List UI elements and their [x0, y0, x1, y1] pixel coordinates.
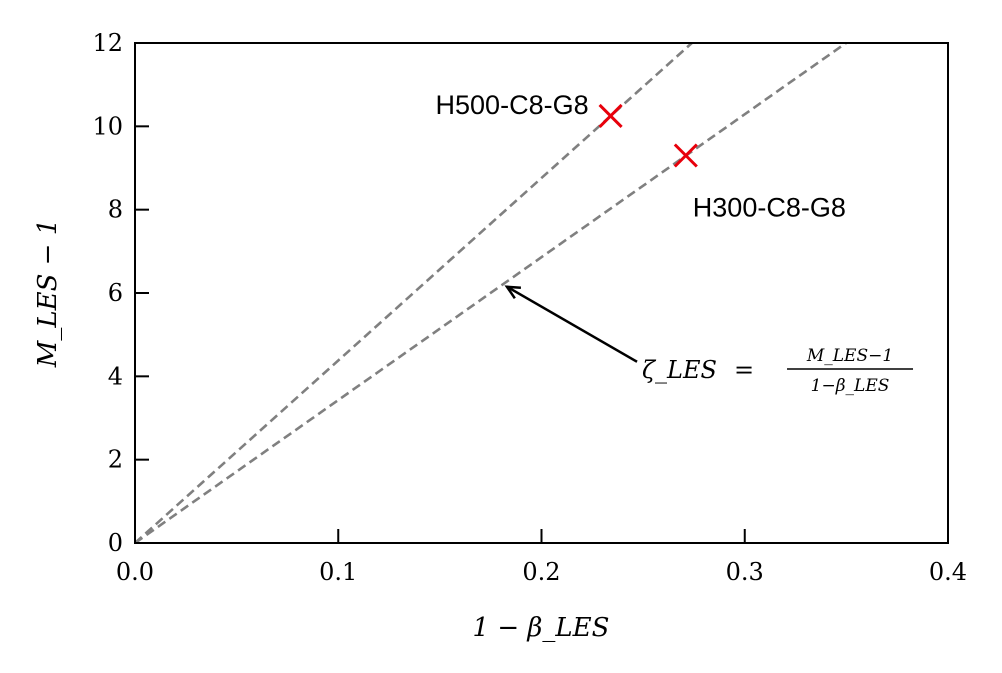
y-tick-label: 0: [108, 529, 123, 557]
annotation-arrowhead: [504, 285, 522, 300]
x-tick-label: 0.4: [929, 558, 967, 586]
point-label: H500-C8-G8: [436, 90, 589, 120]
x-axis: 0.0 0.1 0.2 0.3 0.4: [116, 529, 967, 586]
data-point: H500-C8-G8: [436, 90, 623, 128]
y-tick-label: 4: [108, 362, 123, 390]
marker-stroke: [673, 143, 698, 168]
y-tick-label: 2: [108, 446, 123, 474]
annotation-arrow: [506, 285, 638, 363]
y-tick-label: 6: [108, 279, 123, 307]
x-tick-label: 0.3: [726, 558, 764, 586]
marker-stroke: [598, 103, 623, 128]
x-tick-label: 0.2: [522, 558, 560, 586]
plot-frame: [134, 42, 949, 544]
x-tick-label: 0.1: [319, 558, 357, 586]
point-label: H300-C8-G8: [693, 193, 846, 223]
annotation-numerator: M_LES−1: [806, 346, 893, 366]
annotation-equals: =: [734, 356, 754, 384]
reference-line-2: [134, 41, 847, 545]
y-tick-label: 10: [92, 112, 123, 140]
annotation-denominator: 1−β_LES: [811, 376, 890, 396]
annotation-symbol: ζ_LES: [642, 356, 717, 384]
data-point: H300-C8-G8: [673, 143, 846, 223]
x-axis-label: 1 − β_LES: [473, 613, 610, 643]
y-axis-label: M_LES − 1: [33, 219, 63, 369]
y-axis: 0 2 4 6 8 10 12: [92, 29, 149, 557]
annotation: ζ_LES = M_LES−1 1−β_LES: [504, 285, 914, 396]
y-tick-label: 8: [108, 196, 123, 224]
x-tick-label: 0.0: [116, 558, 154, 586]
data-points: H500-C8-G8 H300-C8-G8: [436, 90, 846, 223]
y-tick-label: 12: [92, 29, 123, 57]
